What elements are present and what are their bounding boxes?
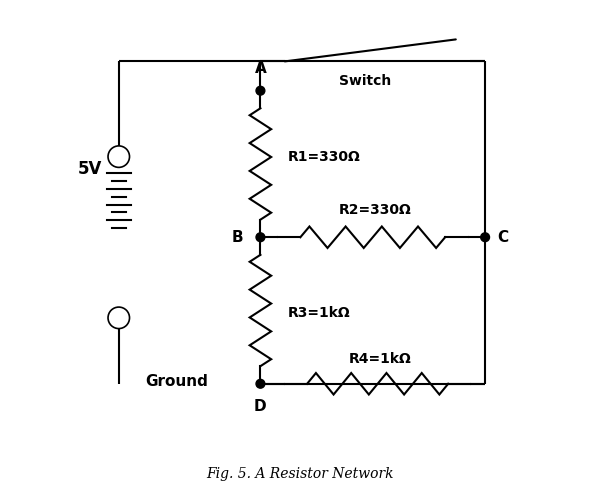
Text: D: D: [254, 399, 267, 414]
Circle shape: [256, 86, 265, 95]
Text: 5V: 5V: [77, 160, 102, 178]
Text: C: C: [497, 230, 509, 245]
Circle shape: [256, 233, 265, 242]
Text: R4=1kΩ: R4=1kΩ: [349, 352, 411, 367]
Text: −: −: [114, 311, 124, 325]
Circle shape: [108, 146, 129, 167]
Text: +: +: [114, 152, 123, 162]
Text: R2=330Ω: R2=330Ω: [338, 204, 412, 217]
Text: Switch: Switch: [338, 74, 391, 87]
Circle shape: [481, 233, 489, 242]
Text: R3=1kΩ: R3=1kΩ: [288, 306, 350, 320]
Text: R1=330Ω: R1=330Ω: [288, 150, 360, 164]
Circle shape: [108, 307, 129, 329]
Text: B: B: [232, 230, 243, 245]
Text: Ground: Ground: [146, 374, 208, 389]
Circle shape: [256, 379, 265, 388]
Text: A: A: [255, 61, 267, 76]
Text: Fig. 5. A Resistor Network: Fig. 5. A Resistor Network: [205, 467, 394, 481]
